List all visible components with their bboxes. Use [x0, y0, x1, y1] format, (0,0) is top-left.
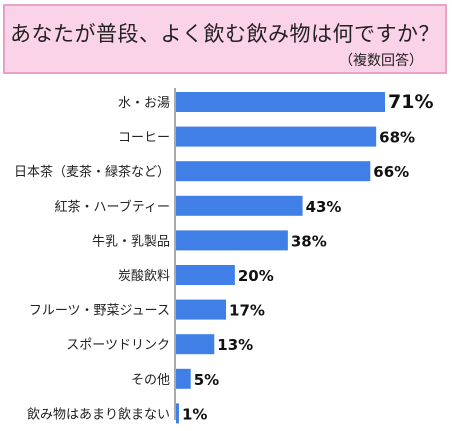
category-label: 牛乳・乳製品 [92, 234, 170, 249]
bar [176, 403, 179, 424]
category-label: フルーツ・野菜ジュース [29, 304, 170, 319]
bar [176, 126, 377, 147]
category-label: 日本茶（麦茶・緑茶など） [14, 164, 170, 180]
value-label: 1% [182, 405, 207, 423]
value-label: 68% [379, 129, 415, 147]
category-label: スポーツドリンク [66, 338, 170, 353]
category-label: 飲み物はあまり飲まない [27, 406, 170, 422]
bar [176, 230, 288, 251]
bar [176, 368, 191, 389]
chart-title: あなたが普段、よく飲む飲み物は何ですか？ [10, 22, 440, 46]
title-box: あなたが普段、よく飲む飲み物は何ですか？ （複数回答） [3, 4, 447, 74]
bar [176, 334, 215, 355]
category-label: 炭酸飲料 [118, 268, 170, 284]
value-label: 20% [238, 267, 274, 285]
value-label: 17% [229, 302, 265, 320]
bar [176, 299, 227, 320]
value-label: 5% [194, 371, 219, 389]
value-label: 71% [388, 91, 433, 113]
value-label: 66% [373, 163, 409, 181]
value-label: 43% [306, 198, 342, 216]
value-label: 13% [217, 336, 253, 354]
bar [176, 265, 235, 285]
category-label: 紅茶・ハーブティー [55, 199, 170, 215]
category-label: 水・お湯 [118, 96, 170, 111]
bar [176, 195, 303, 216]
chart-subtitle: （複数回答） [339, 53, 423, 69]
bar [176, 161, 371, 182]
bar [176, 92, 385, 112]
category-label: コーヒー [118, 131, 170, 146]
category-label: その他 [131, 373, 170, 388]
value-label: 38% [291, 232, 327, 250]
